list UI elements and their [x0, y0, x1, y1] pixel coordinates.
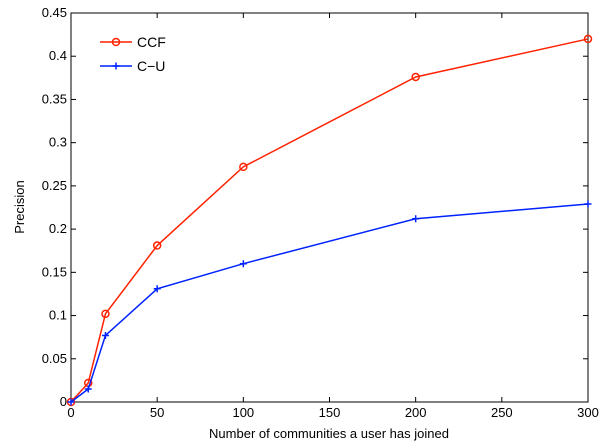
data-point — [101, 331, 109, 339]
data-point — [111, 37, 121, 47]
data-point — [411, 72, 420, 82]
series-layer — [66, 34, 593, 407]
data-point — [112, 62, 120, 70]
y-tick-label: 0.25 — [42, 178, 67, 193]
data-point — [412, 215, 420, 223]
y-tick-label: 0.1 — [49, 308, 67, 323]
y-tick-label: 0.15 — [42, 264, 67, 279]
y-tick-label: 0.4 — [49, 48, 67, 63]
data-point — [67, 398, 75, 406]
legend: CCF C−U — [100, 34, 166, 74]
x-tick-label: 200 — [405, 405, 427, 420]
legend-item: C−U — [100, 58, 165, 74]
y-tick-label: 0.3 — [49, 135, 67, 150]
axis-ticks: 0 50 100 150 200 250 300 0 0.05 0.1 0.15 0.2 0.25 0.3… — [42, 5, 599, 420]
x-tick-label: 150 — [319, 405, 341, 420]
legend-label: CCF — [137, 34, 166, 50]
data-point — [584, 200, 592, 208]
y-tick-label: 0.35 — [42, 91, 67, 106]
y-tick-label: 0.2 — [49, 221, 67, 236]
x-tick-label: 300 — [577, 405, 599, 420]
x-tick-label: 50 — [150, 405, 164, 420]
data-point — [84, 385, 92, 393]
plot-area — [70, 12, 589, 403]
series-line — [70, 38, 589, 403]
data-point — [239, 162, 248, 172]
x-axis-label: Number of communities a user has joined — [209, 426, 449, 441]
data-point — [583, 34, 593, 44]
y-axis-label: Precision — [12, 180, 27, 233]
x-tick-label: 0 — [67, 405, 74, 420]
series-1 — [67, 200, 592, 406]
data-point — [153, 285, 161, 293]
data-point — [239, 260, 247, 268]
y-tick-label: 0.05 — [42, 351, 67, 366]
y-tick-label: 0.45 — [42, 5, 67, 20]
legend-item: CCF — [100, 34, 166, 50]
x-tick-label: 250 — [491, 405, 513, 420]
x-tick-label: 100 — [232, 405, 254, 420]
data-point — [152, 241, 162, 250]
series-0 — [66, 34, 593, 407]
data-point — [101, 309, 110, 319]
y-tick-label: 0 — [60, 394, 67, 409]
legend-label: C−U — [137, 58, 165, 74]
